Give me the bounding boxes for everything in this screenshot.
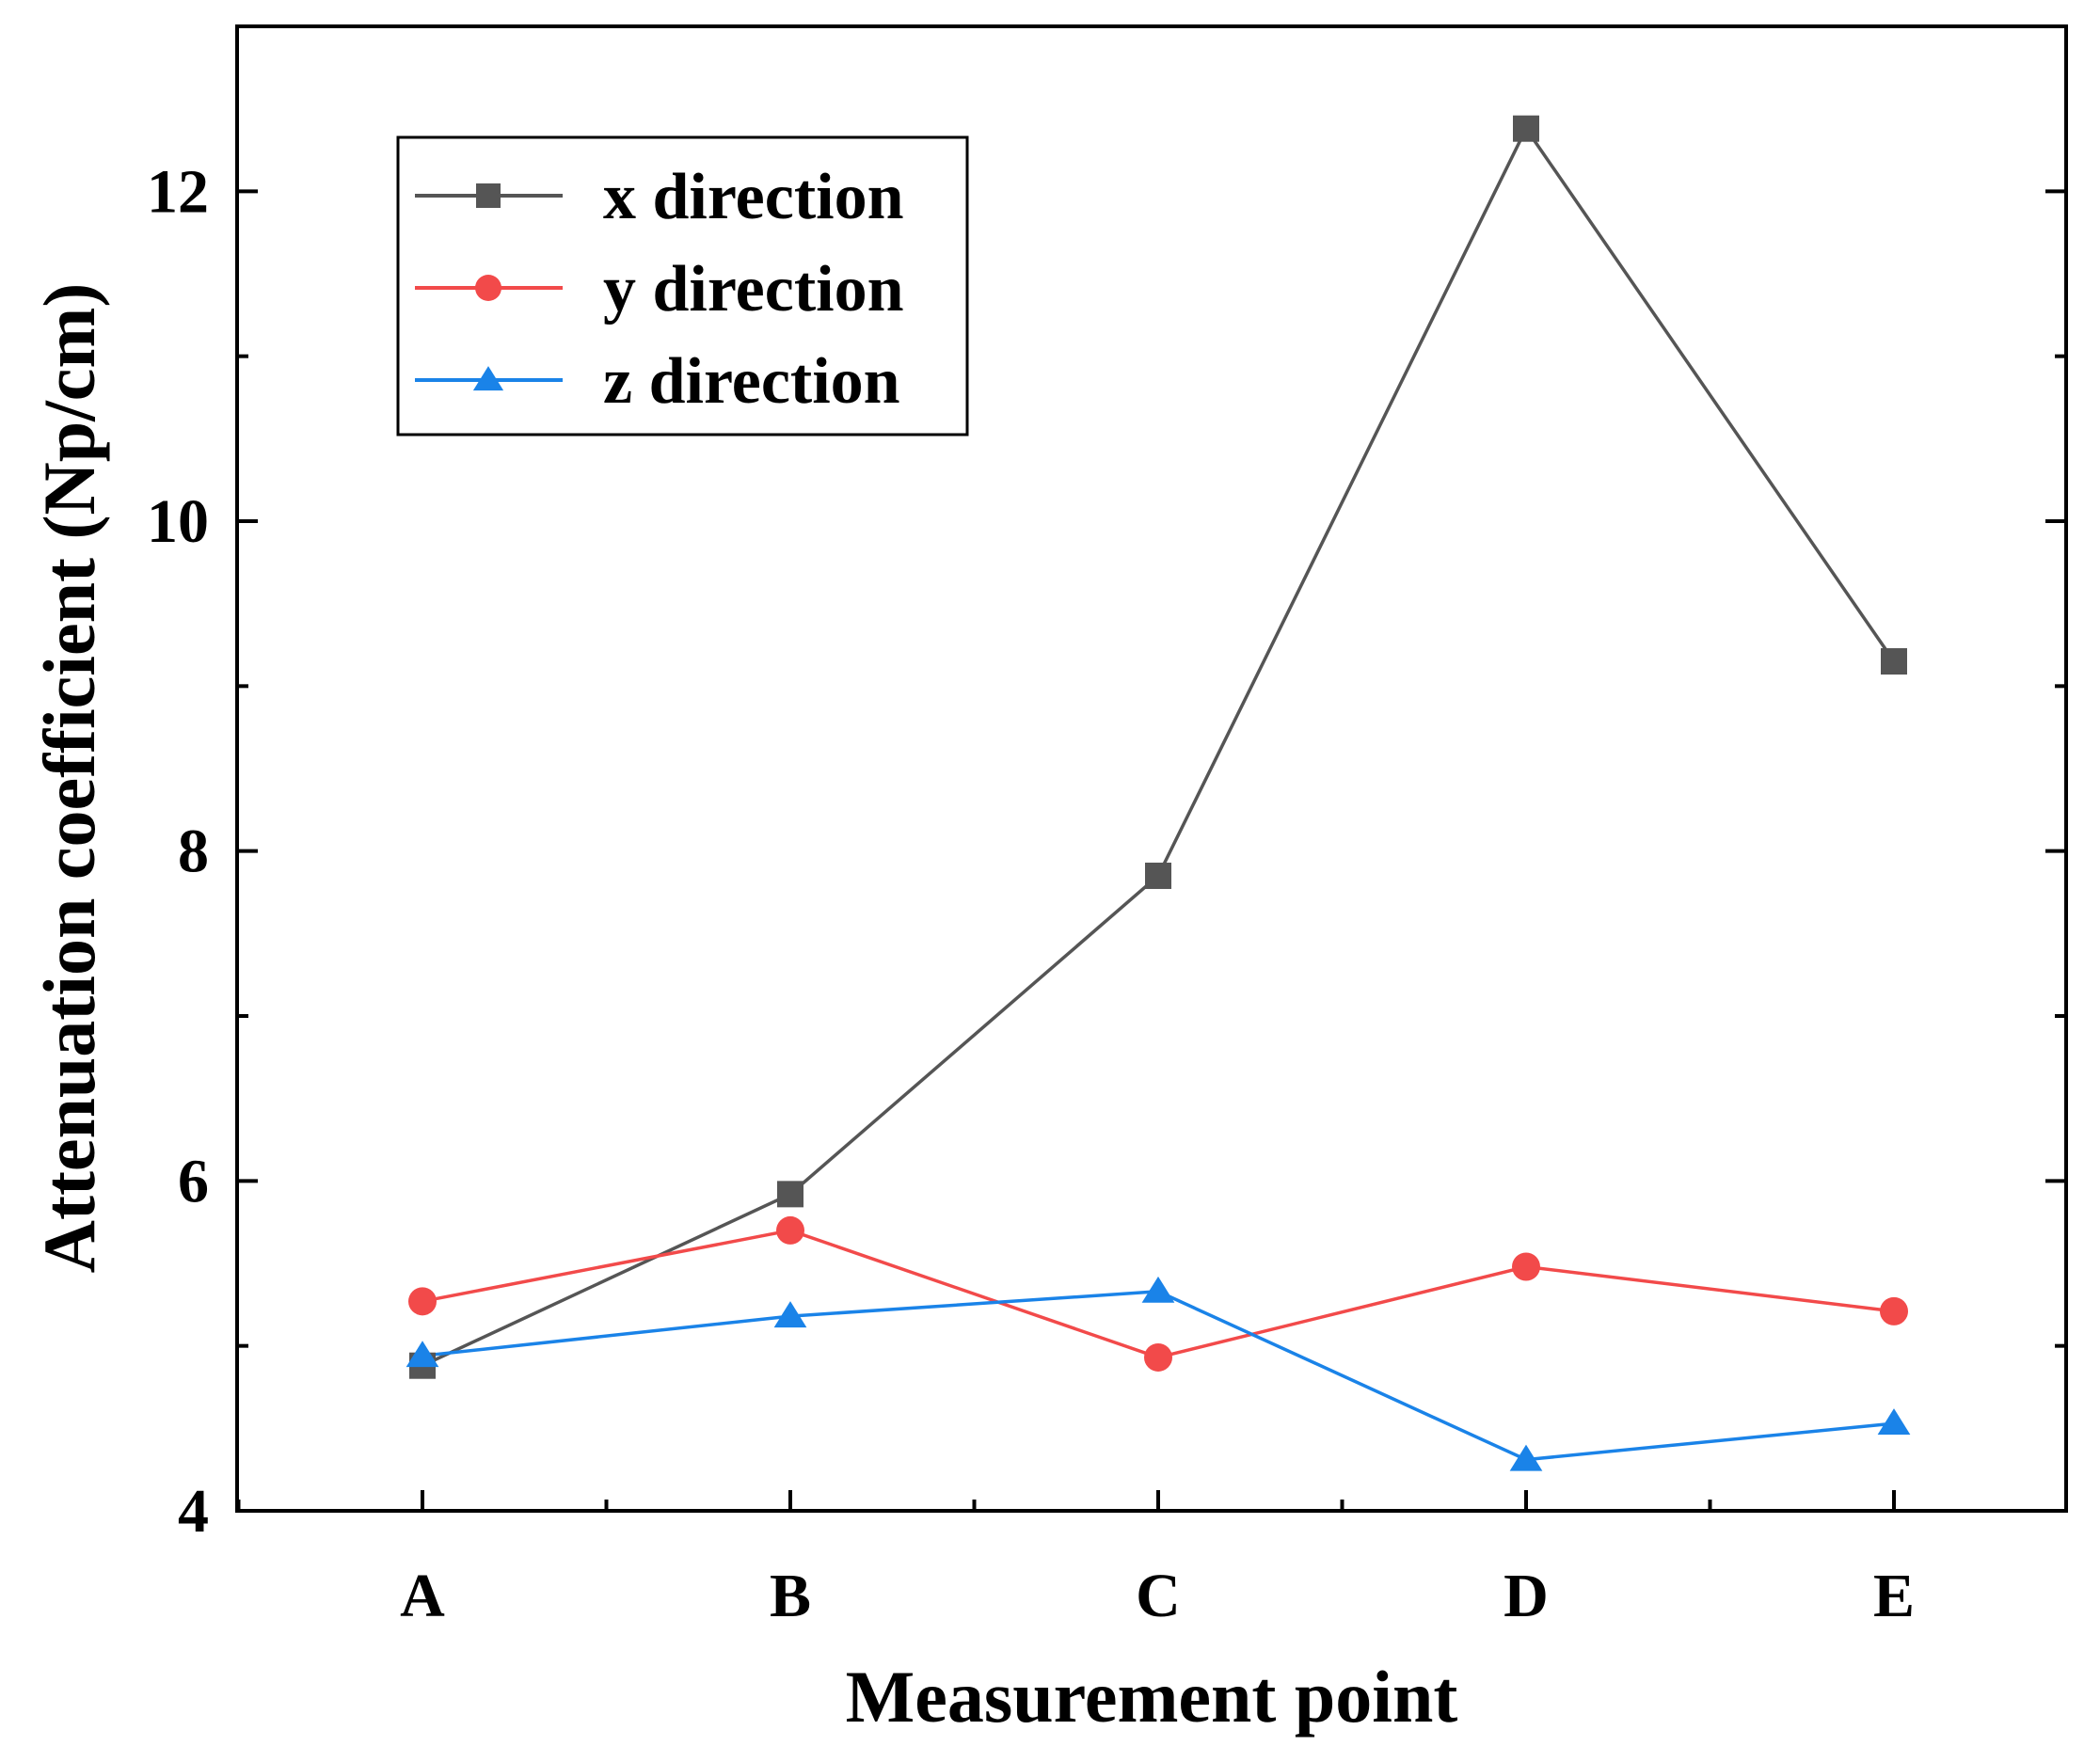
legend-marker-3: [472, 366, 504, 391]
x-tick-label: D: [1503, 1562, 1549, 1630]
series-2-point: [1512, 1252, 1540, 1281]
series-2-point: [1880, 1296, 1908, 1325]
y-tick-label: 12: [147, 157, 209, 226]
legend-label-1: x direction: [603, 161, 904, 233]
x-tick-label: B: [770, 1562, 811, 1630]
legend-label-3: z direction: [603, 345, 900, 418]
series-1-point: [1881, 648, 1907, 675]
series-2-point: [1144, 1342, 1172, 1372]
series-3-point: [1141, 1276, 1175, 1303]
legend-marker-2: [475, 275, 501, 301]
legend-label-2: y direction: [603, 253, 904, 325]
series-1-point: [1513, 115, 1539, 142]
series-line-3: [422, 1290, 1895, 1462]
series-2-point: [408, 1287, 437, 1316]
series-1-point: [1145, 862, 1171, 889]
legend-marker-1: [476, 183, 501, 208]
y-tick-label: 4: [178, 1477, 209, 1546]
series-1-point: [777, 1181, 803, 1208]
x-axis-title: Measurement point: [846, 1656, 1458, 1738]
series-3-point: [406, 1341, 439, 1368]
y-axis-title: Attenuation coefficient (Np/cm): [28, 283, 110, 1274]
series-3-point: [773, 1301, 807, 1328]
series-3-point: [1877, 1408, 1911, 1436]
series-2-point: [776, 1215, 804, 1245]
y-tick-label: 6: [178, 1147, 209, 1215]
y-tick-label: 8: [178, 818, 209, 886]
x-tick-label: A: [400, 1562, 445, 1630]
plot-frame: [235, 24, 2068, 1513]
x-tick-label: C: [1136, 1562, 1181, 1630]
y-tick-label: 10: [147, 487, 209, 556]
series-3-point: [1509, 1444, 1543, 1471]
x-tick-label: E: [1873, 1562, 1915, 1630]
